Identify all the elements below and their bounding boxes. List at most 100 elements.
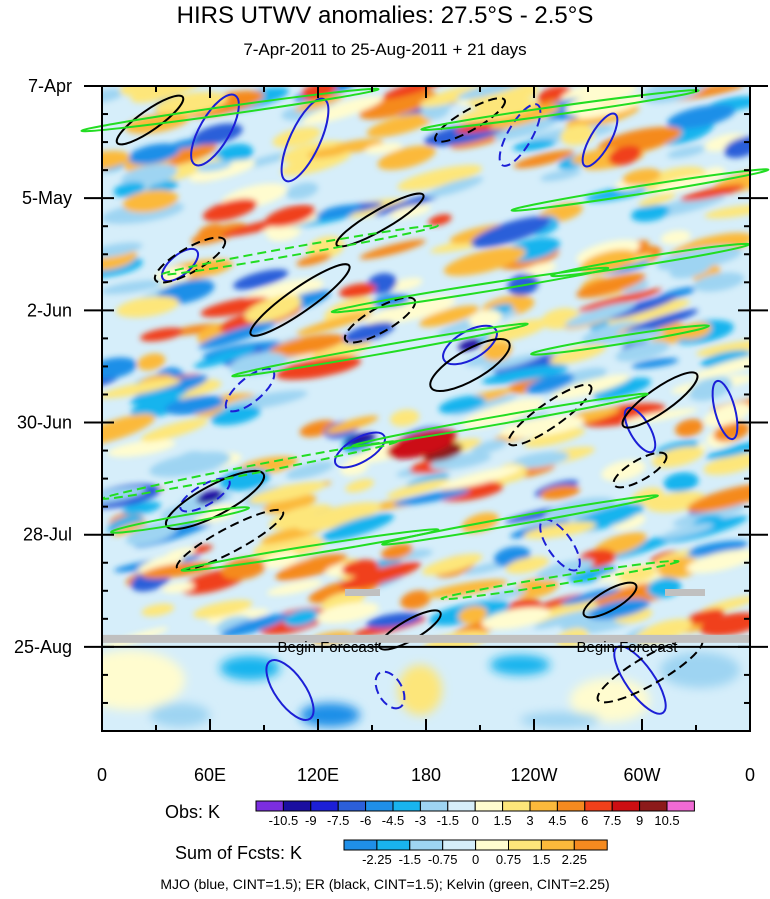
x-tick-label: 0 (97, 765, 107, 785)
obs-anomaly-patch (162, 582, 195, 594)
obs-anomaly-patch (421, 553, 483, 576)
colorbar-box (540, 839, 575, 851)
y-tick-label: 7-Apr (28, 76, 72, 96)
mjo-contour (334, 431, 386, 469)
obs-anomaly-patch (127, 143, 181, 165)
obs-anomaly-patch (102, 88, 124, 103)
fcst-anomaly-patch (520, 712, 600, 728)
obs-anomaly-patch (687, 540, 748, 557)
forecast-anomaly-field (102, 647, 750, 731)
obs-anomaly-patch (102, 413, 156, 446)
obs-anomaly-patch (359, 239, 426, 260)
colorbar-level: 1.5 (532, 852, 550, 867)
y-tick-label: 5-May (22, 188, 72, 208)
obs-anomaly-patch (597, 126, 682, 154)
colorbar-level: -4.5 (382, 813, 404, 828)
obs-anomaly-patch (663, 472, 699, 492)
forecast-colorbar: -2.25 -1.5 -0.75 0 0.75 1.5 2.25 (343, 839, 608, 867)
obs-anomaly-patch (713, 422, 750, 442)
colorbar-level: 9 (636, 813, 643, 828)
obs-anomaly-patch (667, 145, 706, 159)
obs-anomaly-patch (272, 127, 321, 148)
colorbar-level: 7.5 (603, 813, 621, 828)
obs-anomaly-patch (339, 283, 377, 299)
colorbar-level: 4.5 (548, 813, 566, 828)
colorbar-box (584, 800, 613, 812)
colorbar-level: 2.25 (562, 852, 587, 867)
chart-title: HIRS UTWV anomalies: 27.5°S - 2.5°S (176, 2, 594, 29)
obs-anomaly-patch (641, 86, 707, 104)
kelvin-contour (420, 89, 700, 131)
kelvin-contour (231, 322, 529, 378)
obs-anomaly-patch (576, 273, 646, 299)
obs-anomaly-patch (488, 318, 548, 343)
obs-anomaly-patch (426, 176, 484, 198)
obs-anomaly-patch (325, 415, 379, 434)
obs-anomaly-patch (315, 204, 363, 220)
colorbar-box (255, 800, 284, 812)
obs-anomaly-patch (267, 580, 323, 596)
colorbar-box (282, 800, 312, 812)
obs-anomaly-patch (189, 159, 256, 183)
colorbar-level: 3 (526, 813, 533, 828)
obs-anomaly-patch (321, 513, 394, 541)
obs-anomaly-patch (269, 504, 333, 530)
obs-anomaly-patch (560, 124, 595, 146)
fcst-anomaly-patch (398, 665, 442, 715)
colorbar-box (442, 839, 477, 851)
obs-anomaly-patch (285, 461, 334, 480)
obs-anomaly-patch (366, 612, 422, 629)
obs-anomaly-patch (523, 262, 557, 277)
obs-anomaly-patch (390, 409, 420, 427)
obs-anomaly-patch (624, 309, 699, 335)
obs-anomaly-patch (571, 147, 624, 165)
mjo-contour (179, 477, 231, 513)
colorbar-level: -9 (305, 813, 317, 828)
obs-anomaly-patch (388, 277, 423, 292)
obs-anomaly-patch (700, 350, 750, 368)
contour-legend: MJO (blue, CINT=1.5); ER (black, CINT=1.… (160, 876, 610, 892)
kelvin-contour (351, 392, 649, 448)
obs-strong-anomaly (202, 198, 258, 222)
y-tick-label: 25-Aug (14, 637, 72, 657)
colorbar-level: -1.5 (399, 852, 421, 867)
obs-anomaly-patch (439, 466, 521, 490)
obs-anomaly-patch (638, 193, 676, 207)
mjo-contour (498, 103, 542, 167)
obs-anomaly-patch (359, 89, 437, 120)
er-contour (175, 508, 285, 572)
x-tick-label: 120W (510, 765, 557, 785)
colorbar-box (639, 800, 668, 812)
colorbar-level: 1.5 (494, 813, 512, 828)
colorbar-box (508, 839, 542, 851)
obs-strong-anomaly (196, 490, 224, 504)
y-tick-label: 30-Jun (17, 413, 72, 433)
mjo-contour (623, 406, 657, 454)
fcst-anomaly-patch (300, 703, 360, 727)
obs-anomaly-patch (284, 609, 319, 627)
obs-anomaly-patch (393, 489, 470, 506)
obs-anomaly-patch (377, 145, 436, 170)
colorbar-level: -6 (360, 813, 372, 828)
er-contour (612, 451, 668, 489)
obs-anomaly-patch (723, 136, 750, 158)
colorbar-level: 0 (472, 852, 479, 867)
obs-anomaly-patch (339, 561, 422, 590)
obs-anomaly-patch (686, 549, 750, 573)
obs-anomaly-patch (268, 334, 345, 357)
colorbar-level: 10.5 (654, 813, 679, 828)
obs-anomaly-patch (540, 485, 580, 500)
obs-anomaly-patch (245, 294, 302, 323)
obs-anomaly-patch (140, 327, 184, 342)
obs-anomaly-patch (141, 603, 175, 617)
obs-anomaly-patch (193, 123, 243, 145)
obs-strong-anomaly (344, 432, 376, 448)
x-axis-ticks: 0 60E 120E 180 120W 60W 0 (97, 86, 755, 785)
obs-anomaly-patch (604, 535, 676, 560)
obs-anomaly-patch (280, 150, 351, 176)
kelvin-contour (330, 266, 610, 314)
obs-anomaly-patch (220, 613, 289, 638)
obs-anomaly-patch (140, 418, 208, 442)
colorbar-box (611, 800, 641, 812)
obs-anomaly-patch (342, 321, 395, 344)
